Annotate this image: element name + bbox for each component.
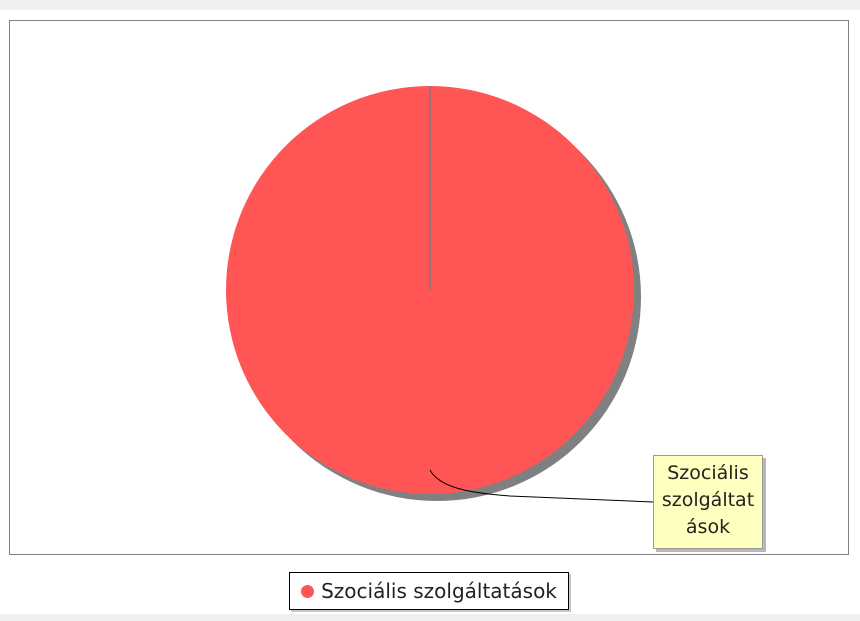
slice-label-box: Szociális szolgáltat ások [653, 455, 763, 549]
bottom-band [0, 614, 860, 621]
legend-marker-icon [301, 584, 315, 598]
slice-label-line-3: ások [685, 516, 731, 538]
slice-label-leader-line [429, 469, 654, 503]
legend: Szociális szolgáltatások [289, 572, 569, 610]
slice-label-line-1: Szociális [667, 462, 749, 484]
slice-label-line-2: szolgáltat [661, 489, 755, 511]
top-band [0, 0, 860, 10]
legend-label: Szociális szolgáltatások [321, 579, 557, 603]
